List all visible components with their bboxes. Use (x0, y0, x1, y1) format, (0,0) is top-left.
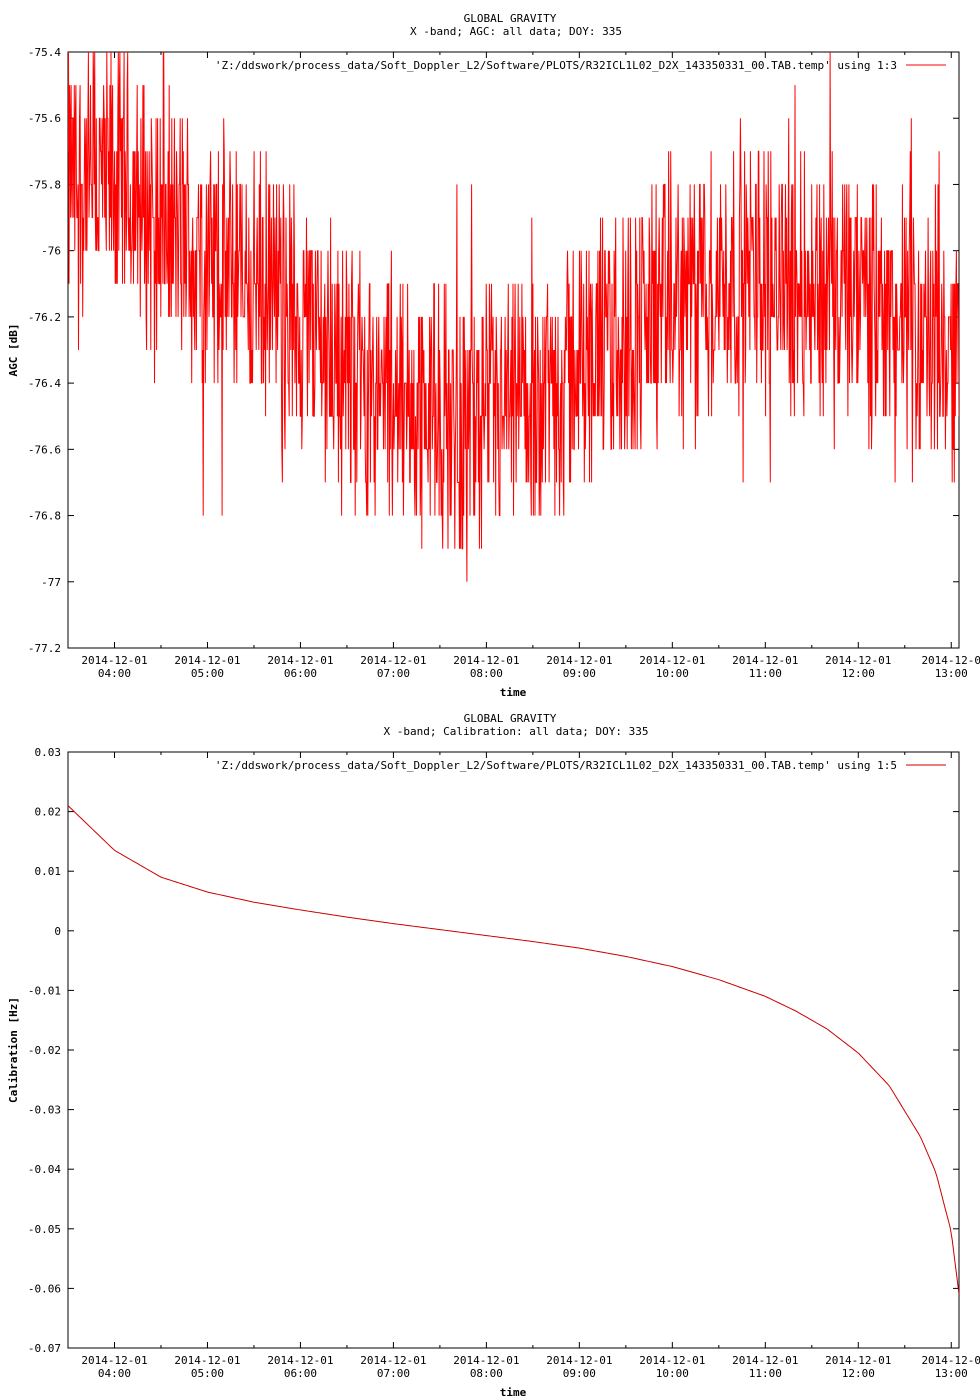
x-axis-ticks: 2014-12-0104:002014-12-0105:002014-12-01… (81, 752, 980, 1380)
x-axis-label: time (500, 686, 527, 699)
calibration-chart: GLOBAL GRAVITY X -band; Calibration: all… (7, 712, 980, 1399)
y-tick-label: -75.8 (28, 178, 61, 191)
x-tick-label-time: 09:00 (563, 1367, 596, 1380)
y-tick-label: -0.04 (28, 1163, 61, 1176)
x-tick-label-date: 2014-12-0 (921, 654, 980, 667)
y-tick-label: -0.01 (28, 984, 61, 997)
x-tick-label-date: 2014-12-01 (825, 1354, 891, 1367)
chart-title: GLOBAL GRAVITY (464, 712, 557, 725)
x-tick-label-date: 2014-12-01 (639, 1354, 705, 1367)
x-tick-label-time: 07:00 (377, 1367, 410, 1380)
x-axis-label: time (500, 1386, 527, 1399)
x-tick-label-time: 04:00 (98, 667, 131, 680)
x-tick-label-time: 07:00 (377, 667, 410, 680)
x-tick-label-time: 10:00 (656, 667, 689, 680)
x-tick-label-date: 2014-12-01 (174, 1354, 240, 1367)
x-tick-label-time: 06:00 (284, 1367, 317, 1380)
chart-title: GLOBAL GRAVITY (464, 12, 557, 25)
y-tick-label: -0.03 (28, 1104, 61, 1117)
x-tick-label-time: 12:00 (842, 1367, 875, 1380)
x-tick-label-date: 2014-12-01 (453, 654, 519, 667)
y-tick-label: -0.07 (28, 1342, 61, 1355)
x-tick-label-time: 09:00 (563, 667, 596, 680)
x-tick-label-time: 04:00 (98, 1367, 131, 1380)
x-tick-label-date: 2014-12-01 (639, 654, 705, 667)
x-tick-label-date: 2014-12-01 (81, 654, 147, 667)
x-tick-label-date: 2014-12-01 (360, 654, 426, 667)
x-tick-label-time: 05:00 (191, 667, 224, 680)
y-tick-label: -75.6 (28, 112, 61, 125)
x-tick-label-date: 2014-12-01 (267, 1354, 333, 1367)
x-tick-label-time: 11:00 (749, 1367, 782, 1380)
x-tick-label-date: 2014-12-01 (453, 1354, 519, 1367)
legend-label: 'Z:/ddswork/process_data/Soft_Doppler_L2… (215, 59, 897, 72)
series-agc (68, 52, 959, 582)
x-tick-label-time: 08:00 (470, 667, 503, 680)
x-tick-label-time: 05:00 (191, 1367, 224, 1380)
x-tick-label-date: 2014-12-01 (81, 1354, 147, 1367)
series-calibration (68, 805, 959, 1295)
x-axis-ticks: 2014-12-0104:002014-12-0105:002014-12-01… (81, 52, 980, 680)
x-tick-label-time: 12:00 (842, 667, 875, 680)
x-tick-label-time: 13:00 (935, 667, 968, 680)
x-tick-label-date: 2014-12-01 (825, 654, 891, 667)
y-axis-ticks: 0.03 0.02 0.01 0 -0.01 -0.02 -0.03 -0.04 -0.05 -0… (28, 746, 959, 1355)
x-tick-label-time: 08:00 (470, 1367, 503, 1380)
x-tick-label-date: 2014-12-01 (267, 654, 333, 667)
y-axis-label: AGC [dB] (7, 324, 20, 377)
x-tick-label-date: 2014-12-01 (546, 1354, 612, 1367)
x-tick-label-date: 2014-12-01 (546, 654, 612, 667)
y-tick-label: -0.02 (28, 1044, 61, 1057)
series-line (68, 805, 959, 1295)
y-tick-label: 0.02 (35, 806, 62, 819)
y-tick-label: -76.2 (28, 311, 61, 324)
y-axis-label: Calibration [Hz] (7, 997, 20, 1103)
agc-chart: GLOBAL GRAVITY X -band; AGC: all data; D… (7, 12, 980, 699)
y-tick-label: -77 (41, 576, 61, 589)
chart-subtitle: X -band; AGC: all data; DOY: 335 (410, 25, 622, 38)
legend-label: 'Z:/ddswork/process_data/Soft_Doppler_L2… (215, 759, 897, 772)
chart-subtitle: X -band; Calibration: all data; DOY: 335 (384, 725, 649, 738)
x-tick-label-time: 11:00 (749, 667, 782, 680)
y-tick-label: 0 (54, 925, 61, 938)
y-tick-label: -0.06 (28, 1282, 61, 1295)
y-tick-label: -75.4 (28, 46, 61, 59)
x-tick-label-date: 2014-12-01 (360, 1354, 426, 1367)
y-tick-label: 0.01 (35, 865, 62, 878)
y-tick-label: -76.6 (28, 443, 61, 456)
y-tick-label: -77.2 (28, 642, 61, 655)
y-axis-ticks: -75.4 -75.6 -75.8 -76 -76.2 -76.4 -76.6 -76.8 -7… (28, 46, 959, 655)
x-tick-label-date: 2014-12-01 (174, 654, 240, 667)
x-tick-label-date: 2014-12-0 (921, 1354, 980, 1367)
series-line (68, 52, 959, 582)
x-tick-label-time: 06:00 (284, 667, 317, 680)
x-tick-label-time: 13:00 (935, 1367, 968, 1380)
y-tick-label: -76.4 (28, 377, 61, 390)
y-tick-label: -76 (41, 245, 61, 258)
y-tick-label: 0.03 (35, 746, 62, 759)
x-tick-label-date: 2014-12-01 (732, 654, 798, 667)
y-tick-label: -76.8 (28, 510, 61, 523)
y-tick-label: -0.05 (28, 1223, 61, 1236)
x-tick-label-date: 2014-12-01 (732, 1354, 798, 1367)
x-tick-label-time: 10:00 (656, 1367, 689, 1380)
